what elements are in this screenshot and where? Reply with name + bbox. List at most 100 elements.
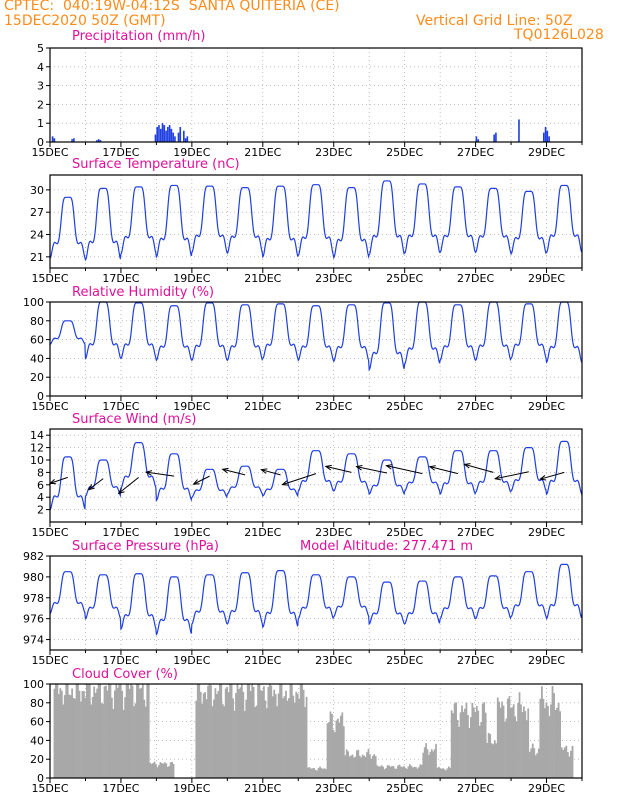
cloud-bar	[264, 700, 267, 778]
cloud-bar	[149, 762, 152, 778]
cloud-bar	[295, 691, 298, 778]
cloud-bar	[304, 707, 306, 778]
cloud-bar	[162, 763, 165, 778]
cloud-bar	[138, 688, 141, 778]
x-tick-label: 25DEC	[386, 400, 423, 413]
cloud-bar	[166, 766, 169, 778]
cloud-bar	[308, 767, 311, 778]
cloud-bar	[168, 766, 171, 778]
y-tick-label: 20	[30, 753, 44, 766]
cloud-bar	[332, 729, 335, 778]
cloud-bar	[267, 686, 270, 778]
cloud-bar	[425, 743, 427, 778]
cloud-bar	[146, 684, 149, 778]
cloud-bar	[254, 707, 256, 778]
panel-title: Surface Wind (m/s)	[72, 412, 196, 427]
cloud-bar	[326, 723, 329, 778]
cloud-bar	[88, 684, 91, 778]
cloud-bar	[361, 754, 364, 778]
panel-frame	[49, 555, 583, 651]
cloud-bar	[449, 767, 452, 778]
y-tick-label: 60	[30, 716, 44, 729]
cloud-bar	[68, 694, 71, 778]
cloud-bar	[570, 750, 572, 778]
model-altitude-label: Model Altitude: 277.471 m	[300, 539, 473, 554]
cloud-bar	[57, 694, 60, 778]
cloud-bar	[310, 768, 312, 778]
cloud-bar	[477, 710, 480, 778]
cloud-bar	[379, 766, 382, 778]
panel-frame	[49, 683, 583, 779]
cloud-bar	[426, 749, 429, 778]
cloud-bar	[528, 751, 531, 778]
cloud-bar	[320, 768, 323, 778]
wind-arrow-head	[355, 464, 363, 471]
y-tick-label: 982	[23, 550, 44, 563]
y-tick-label: 20	[30, 371, 44, 384]
cloud-bar	[96, 688, 99, 778]
precip-bar	[156, 126, 159, 142]
cloud-bar	[524, 711, 527, 778]
cloud-bar	[487, 732, 490, 778]
cloud-bar	[389, 766, 392, 778]
cloud-bar	[545, 702, 548, 778]
x-tick-label: 21DEC	[244, 272, 281, 285]
cloud-bar	[369, 754, 371, 778]
cloud-bar	[198, 684, 201, 778]
cloud-bar	[416, 768, 419, 778]
cloud-bar	[140, 687, 143, 778]
x-tick-label: 27DEC	[457, 400, 494, 413]
cloud-bar	[397, 765, 399, 778]
cloud-bar	[152, 762, 154, 778]
cloud-bar	[512, 704, 515, 778]
cloud-bar	[59, 688, 62, 778]
precip-bar	[183, 130, 185, 142]
wind-arrow-head	[385, 464, 393, 470]
cloud-bar	[213, 699, 215, 778]
wind-arrow-shaft	[540, 471, 565, 480]
cloud-bar	[285, 690, 287, 778]
cloud-bar	[302, 689, 305, 778]
station-header: CPTEC: 040:19W-04:12S SANTA QUITERIA (CE…	[4, 0, 340, 14]
cloud-bar	[299, 684, 302, 778]
cloud-bar	[106, 690, 109, 778]
cloud-bar	[282, 698, 284, 778]
x-tick-label: 27DEC	[457, 146, 494, 159]
cloud-bar	[288, 698, 290, 778]
cloud-bar	[276, 706, 279, 778]
panel-frame	[49, 47, 583, 143]
cloud-bar	[127, 684, 129, 778]
cloud-bar	[62, 704, 65, 778]
wind-arrow-shaft	[464, 463, 494, 473]
cloud-bar	[211, 706, 214, 778]
y-tick-label: 974	[23, 634, 44, 647]
cloud-bar	[530, 748, 533, 778]
cloud-bar	[411, 767, 414, 778]
cloud-bar	[277, 693, 280, 778]
y-tick-label: 5	[37, 42, 44, 55]
cloud-bar	[249, 690, 252, 778]
cloud-bar	[160, 763, 163, 778]
cloud-bar	[484, 712, 487, 778]
precip-bar	[154, 134, 157, 142]
y-tick-label: 2	[37, 504, 44, 517]
cloud-bar	[293, 702, 296, 778]
precip-bar	[544, 126, 547, 142]
cloud-bar	[257, 684, 259, 778]
cloud-bar	[221, 704, 224, 778]
cloud-bar	[71, 688, 73, 778]
cloud-bar	[214, 688, 217, 778]
wind-arrow-head	[463, 463, 471, 469]
y-tick-label: 4	[37, 491, 44, 504]
cloud-bar	[468, 727, 471, 778]
cloud-bar	[84, 697, 87, 778]
cloud-bar	[296, 693, 299, 778]
cloud-bar	[440, 768, 443, 778]
precip-bar	[71, 139, 73, 142]
cloud-bar	[492, 744, 495, 778]
cloud-bar	[69, 695, 72, 778]
cloud-bar	[404, 767, 407, 778]
cloud-bar	[377, 766, 380, 778]
wind-arrow-shaft	[88, 478, 104, 490]
x-tick-label: 23DEC	[315, 654, 352, 667]
